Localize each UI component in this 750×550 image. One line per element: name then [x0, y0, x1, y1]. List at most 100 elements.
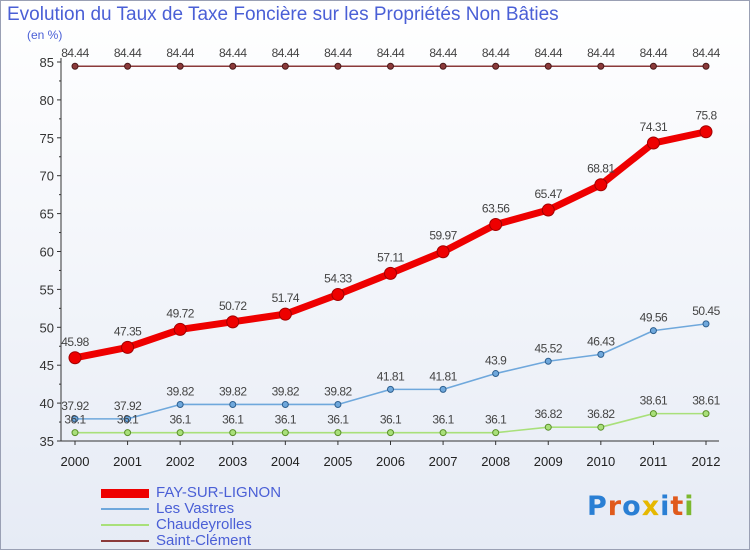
data-label: 39.82: [272, 384, 300, 398]
data-label: 38.61: [640, 394, 668, 408]
data-label: 36.1: [169, 413, 191, 427]
data-label: 84.44: [692, 46, 720, 60]
logo-letter: r: [607, 491, 623, 522]
data-point: [649, 62, 657, 70]
data-point: [124, 429, 132, 437]
data-label: 84.44: [114, 46, 142, 60]
data-point: [281, 400, 289, 408]
data-point: [492, 370, 500, 378]
logo-letter: t: [670, 491, 685, 522]
data-point: [702, 62, 710, 70]
y-tick-label: 55: [40, 282, 54, 297]
y-tick-label: 35: [40, 434, 54, 449]
data-point: [439, 429, 447, 437]
data-point: [492, 429, 500, 437]
data-label: 41.81: [377, 369, 405, 383]
x-tick-label: 2009: [534, 454, 563, 469]
x-tick-label: 2002: [166, 454, 195, 469]
data-point: [646, 136, 660, 150]
data-label: 84.44: [219, 46, 247, 60]
data-label: 57.11: [377, 250, 404, 264]
y-tick-label: 85: [40, 55, 54, 70]
x-tick-label: 2001: [113, 454, 142, 469]
data-label: 39.82: [219, 384, 247, 398]
data-point: [489, 218, 503, 232]
data-point: [71, 62, 79, 70]
y-tick-label: 80: [40, 93, 54, 108]
data-label: 84.44: [587, 46, 615, 60]
data-label: 36.1: [327, 413, 349, 427]
logo-letter: P: [587, 491, 608, 522]
y-tick-label: 45: [40, 358, 54, 373]
logo-letter: i: [660, 491, 671, 522]
y-tick-label: 70: [40, 169, 54, 184]
chart-title: Evolution du Taux de Taxe Foncière sur l…: [7, 4, 559, 25]
data-label: 63.56: [482, 202, 510, 216]
legend-label: FAY-SUR-LIGNON: [156, 484, 282, 501]
data-label: 39.82: [324, 384, 352, 398]
data-label: 36.1: [64, 413, 86, 427]
data-label: 84.44: [640, 46, 668, 60]
data-point: [124, 62, 132, 70]
data-label: 84.44: [166, 46, 194, 60]
data-point: [71, 429, 79, 437]
data-point: [331, 287, 345, 301]
data-label: 50.72: [219, 299, 247, 313]
x-tick-label: 2000: [61, 454, 90, 469]
data-point: [439, 62, 447, 70]
legend-item: Saint-Clément: [101, 532, 361, 549]
data-point: [544, 423, 552, 431]
x-tick-label: 2004: [271, 454, 300, 469]
data-point: [597, 62, 605, 70]
data-label: 36.82: [587, 407, 615, 421]
y-tick-label: 60: [40, 245, 54, 260]
x-tick-label: 2007: [429, 454, 458, 469]
legend-label: Les Vastres: [156, 500, 235, 517]
data-label: 45.98: [61, 335, 89, 349]
data-label: 36.1: [275, 413, 297, 427]
data-point: [334, 62, 342, 70]
data-label: 37.92: [61, 399, 89, 413]
data-point: [597, 350, 605, 358]
logo-letter: o: [622, 491, 642, 522]
data-point: [544, 357, 552, 365]
data-point: [226, 315, 240, 329]
data-point: [492, 62, 500, 70]
data-label: 36.82: [534, 407, 562, 421]
legend-swatch: [101, 524, 149, 526]
y-tick-label: 75: [40, 131, 54, 146]
data-label: 84.44: [324, 46, 352, 60]
legend-swatch: [101, 540, 149, 542]
data-label: 39.82: [166, 384, 194, 398]
x-tick-label: 2010: [586, 454, 615, 469]
legend-label: Chaudeyrolles: [156, 516, 252, 533]
data-label: 75.8: [695, 109, 717, 123]
proxiti-logo: Proxiti: [587, 491, 695, 522]
data-label: 84.44: [61, 46, 89, 60]
data-point: [278, 307, 292, 321]
data-point: [384, 266, 397, 280]
data-point: [594, 178, 608, 192]
data-label: 36.1: [485, 413, 507, 427]
data-point: [281, 429, 289, 437]
legend-item: FAY-SUR-LIGNON: [101, 484, 361, 501]
data-point: [71, 415, 79, 423]
data-point: [649, 327, 657, 335]
data-label: 36.1: [432, 413, 454, 427]
data-label: 84.44: [377, 46, 405, 60]
data-label: 84.44: [429, 46, 457, 60]
x-tick-label: 2003: [218, 454, 247, 469]
legend-item: Chaudeyrolles: [101, 516, 361, 533]
legend-swatch: [101, 488, 149, 498]
unit-label: (en %): [27, 28, 63, 42]
data-label: 36.1: [117, 413, 139, 427]
data-label: 46.43: [587, 334, 615, 348]
data-point: [124, 415, 132, 423]
data-label: 37.92: [114, 399, 142, 413]
data-label: 74.31: [640, 120, 668, 134]
data-point: [544, 62, 552, 70]
x-tick-label: 2006: [376, 454, 405, 469]
data-label: 50.45: [692, 304, 720, 318]
